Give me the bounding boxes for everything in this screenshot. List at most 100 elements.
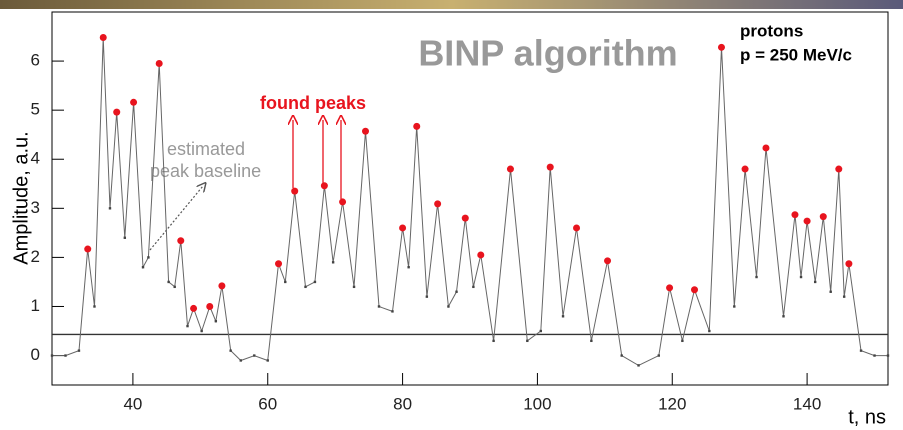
trace-point [407,266,410,269]
trace-point [859,349,863,352]
trace-point [425,295,429,298]
arrow [149,186,203,251]
peak-marker [291,187,299,195]
trace-point [173,285,176,289]
peak-marker [691,286,699,294]
peak-marker [206,302,214,310]
trace-point [472,285,475,289]
peak-marker [604,257,612,265]
peak-marker [434,200,442,208]
x-tick-label: 80 [393,394,412,413]
trace-point [147,256,150,259]
y-tick-label: 3 [31,198,40,217]
peak-marker [666,284,674,292]
peak-marker [573,224,581,232]
y-tick-label: 4 [31,149,40,168]
x-tick-label: 100 [523,394,551,413]
trace-point [733,305,736,308]
trace-point [313,280,317,284]
trace-point [214,319,218,323]
trace-point [561,315,565,318]
trace-point [492,339,495,343]
x-tick-label: 40 [123,394,142,413]
y-tick-label: 0 [31,345,40,364]
trace-point [377,305,381,308]
trace-point [239,359,242,362]
trace-point [284,280,287,284]
peak-marker [218,282,226,290]
trace-point [782,315,785,318]
annotation: p = 250 MeV/c [740,45,852,64]
photo-strip [0,0,903,9]
trace-point [352,285,356,289]
y-tick-label: 5 [31,100,40,119]
y-tick-label: 6 [31,51,40,70]
peak-marker [461,214,469,222]
signal-trace [52,37,888,366]
annotation: peak baseline [150,161,261,181]
annotation: found peaks [260,93,366,113]
trace-point [266,359,269,362]
trace-point [186,324,189,328]
peak-marker [275,260,283,268]
peak-marker [155,60,163,68]
trace-point [708,329,711,333]
trace-point [391,310,394,313]
plot-frame [51,11,889,386]
peak-marker [190,304,198,312]
trace-point [813,280,817,284]
trace-point [93,305,96,308]
trace-point [539,329,542,333]
trace-point [331,261,335,264]
trace-point [77,349,81,352]
trace-point [50,354,54,357]
y-tick-label: 2 [31,247,40,266]
trace-point [108,207,112,210]
peak-marker [762,144,770,152]
peak-marker [835,165,843,173]
trace-point [829,290,832,293]
annotation: estimated [167,139,245,159]
peak-marker [819,213,827,221]
peak-marker [99,34,107,42]
peak-marker [506,165,514,173]
peak-marker [177,237,185,245]
trace-point [526,339,529,343]
trace-point [229,349,232,352]
trace-point [873,354,876,357]
peak-marker [845,260,853,268]
trace-point [842,295,846,298]
y-tick-label: 1 [31,296,40,315]
peak-marker [546,163,554,171]
x-tick-label: 60 [258,394,277,413]
peak-marker [113,108,121,116]
trace-point [455,290,458,293]
trace-point [620,354,623,357]
x-axis-label: t, ns [848,406,886,428]
peak-marker [741,165,749,173]
trace-point [657,354,660,357]
trace-point [123,236,127,239]
trace-point [141,266,145,269]
peak-marker [399,224,407,232]
peak-marker [84,245,92,253]
peak-marker [717,43,725,51]
trace-point [681,339,684,343]
peak-marker [803,217,811,225]
peak-marker [413,122,421,130]
peak-marker [130,98,138,106]
trace-point [590,339,593,343]
trace-point [64,354,67,357]
peak-marker [362,127,369,135]
trace-point [755,275,758,279]
trace-point [886,354,890,357]
x-tick-label: 140 [793,394,821,413]
trace-point [253,354,256,357]
chart-title: BINP algorithm [418,33,677,74]
trace-point [799,275,803,279]
trace-point [447,305,450,308]
trace-point [167,280,170,284]
x-tick-label: 120 [658,394,686,413]
y-axis-label: Amplitude, a.u. [10,131,32,264]
trace-point [637,364,640,367]
